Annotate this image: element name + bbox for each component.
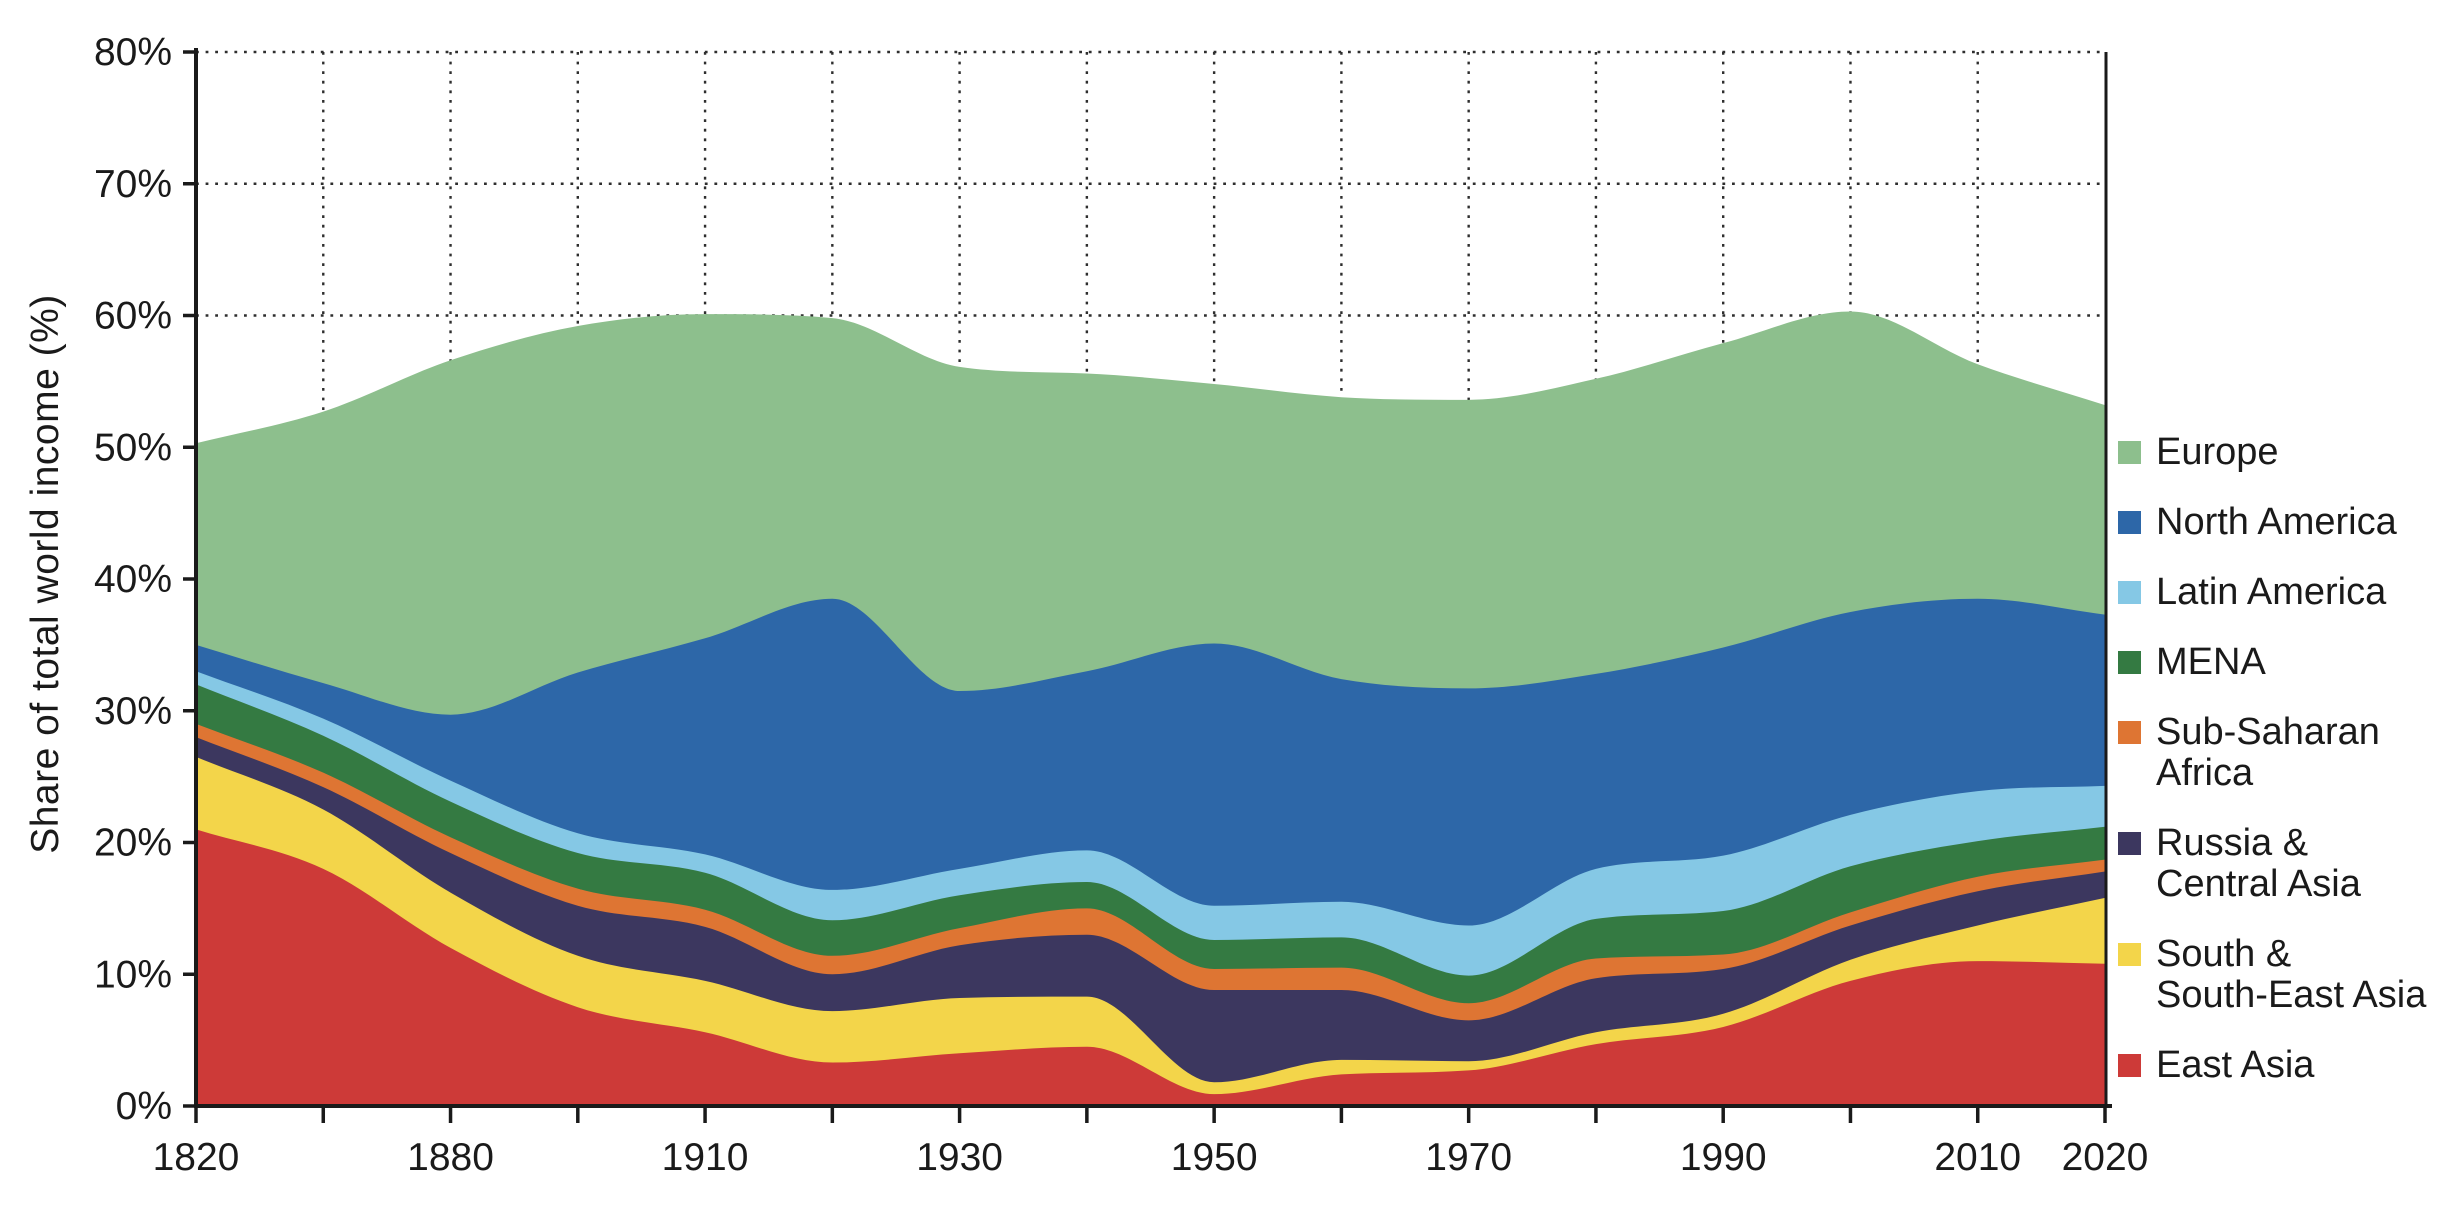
legend-label-russia-central-asia: Russia & Central Asia xyxy=(2156,822,2361,905)
x-tick-label-1930: 1930 xyxy=(916,1136,1003,1179)
y-tick-label-30: 30% xyxy=(94,690,172,733)
y-tick-label-20: 20% xyxy=(94,822,172,865)
y-tick-label-60: 60% xyxy=(94,295,172,338)
legend-item-europe: Europe xyxy=(2118,432,2426,473)
y-tick-label-10: 10% xyxy=(94,953,172,996)
legend-label-europe: Europe xyxy=(2156,431,2279,473)
y-axis-title: Share of total world income (%) xyxy=(24,294,67,854)
legend-item-russia-central-asia: Russia & Central Asia xyxy=(2118,823,2426,905)
legend-swatch-north-america xyxy=(2118,511,2141,534)
x-tick-label-1970: 1970 xyxy=(1425,1136,1512,1179)
legend-item-south-se-asia: South & South-East Asia xyxy=(2118,934,2426,1016)
y-tick-label-70: 70% xyxy=(94,163,172,206)
legend-label-south-se-asia: South & South-East Asia xyxy=(2156,933,2427,1016)
x-tick-label-1820: 1820 xyxy=(153,1136,240,1179)
area-east-asia xyxy=(196,829,2105,1106)
legend-label-sub-saharan-africa: Sub-Saharan Africa xyxy=(2156,711,2380,794)
axes xyxy=(183,48,2112,1123)
area-series xyxy=(196,311,2105,1106)
legend-label-latin-america: Latin America xyxy=(2156,571,2387,613)
x-tick-label-1950: 1950 xyxy=(1171,1136,1258,1179)
legend-swatch-south-se-asia xyxy=(2118,943,2141,966)
legend-swatch-russia-central-asia xyxy=(2118,832,2141,855)
legend: Europe North America Latin America MENA Sub-… xyxy=(2118,432,2426,1115)
legend-item-north-america: North America xyxy=(2118,502,2426,543)
tick-labels: 0% 10% 20% 30% 40% 50% 60% 70% 80% 1820 1880 1910 19… xyxy=(94,31,2148,1179)
y-tick-label-0: 0% xyxy=(116,1085,172,1128)
x-tick-label-1910: 1910 xyxy=(662,1136,749,1179)
legend-label-north-america: North America xyxy=(2156,501,2397,543)
x-tick-label-2010: 2010 xyxy=(1934,1136,2021,1179)
legend-label-east-asia: East Asia xyxy=(2156,1044,2315,1086)
legend-swatch-europe xyxy=(2118,441,2141,464)
x-tick-label-1990: 1990 xyxy=(1680,1136,1767,1179)
area-south-se-asia xyxy=(196,756,2105,1106)
legend-swatch-east-asia xyxy=(2118,1054,2141,1077)
y-tick-label-50: 50% xyxy=(94,426,172,469)
y-tick-label-40: 40% xyxy=(94,558,172,601)
legend-label-mena: MENA xyxy=(2156,641,2266,683)
legend-item-latin-america: Latin America xyxy=(2118,572,2426,613)
legend-swatch-sub-saharan-africa xyxy=(2118,721,2141,744)
legend-item-mena: MENA xyxy=(2118,642,2426,683)
y-tick-label-80: 80% xyxy=(94,31,172,74)
x-tick-label-1880: 1880 xyxy=(407,1136,494,1179)
legend-item-east-asia: East Asia xyxy=(2118,1045,2426,1086)
legend-item-sub-saharan-africa: Sub-Saharan Africa xyxy=(2118,712,2426,794)
legend-swatch-latin-america xyxy=(2118,581,2141,604)
x-tick-label-2020: 2020 xyxy=(2062,1136,2149,1179)
legend-swatch-mena xyxy=(2118,651,2141,674)
